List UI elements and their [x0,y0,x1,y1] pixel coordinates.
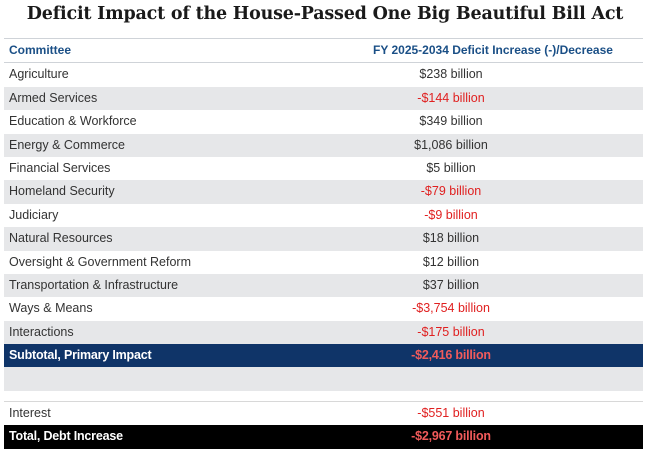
committee-name: Armed Services [9,90,98,105]
committee-name: Financial Services [9,160,111,175]
committee-name: Interactions [9,324,74,339]
committee-name: Homeland Security [9,184,115,199]
deficit-value: -$175 billion [417,324,485,339]
page-title: Deficit Impact of the House-Passed One B… [26,4,624,24]
table-row: Energy & Commerce $1,086 billion [4,133,643,157]
table-row: Ways & Means -$3,754 billion [4,297,643,320]
deficit-value: -$9 billion [424,207,478,222]
table-row: Natural Resources $18 billion [4,227,643,251]
committee-name: Ways & Means [9,301,93,316]
deficit-value: $1,086 billion [414,137,488,152]
header-deficit: FY 2025-2034 Deficit Increase (-)/Decrea… [373,43,613,57]
interest-label: Interest [9,405,51,420]
header-committee: Committee [9,43,72,57]
deficit-value: -$3,754 billion [412,301,490,316]
subtotal-label: Subtotal, Primary Impact [9,348,152,363]
committee-name: Judiciary [9,207,59,222]
subtotal-value: -$2,416 billion [411,348,491,363]
total-row: Total, Debt Increase -$2,967 billion [4,425,643,449]
table-row: Oversight & Government Reform $12 billion [4,251,643,274]
table-row: Interactions -$175 billion [4,320,643,345]
table-row: Agriculture $238 billion [4,63,643,86]
deficit-value: $238 billion [419,67,483,82]
table-row: Transportation & Infrastructure $37 billi… [4,273,643,298]
committee-name: Education & Workforce [9,114,137,129]
table-row: Financial Services $5 billion [4,157,643,180]
total-value: -$2,967 billion [411,429,491,444]
deficit-table: Committee FY 2025-2034 Deficit Increase … [4,38,643,449]
deficit-value: $12 billion [422,254,480,269]
table-header: Committee FY 2025-2034 Deficit Increase … [4,38,643,64]
table-row: Homeland Security -$79 billion [4,180,643,204]
committee-name: Natural Resources [9,231,113,246]
subtotal-row: Subtotal, Primary Impact -$2,416 billion [4,344,643,368]
table-row: Armed Services -$144 billion [4,86,643,111]
committee-name: Transportation & Infrastructure [9,277,179,292]
deficit-value: $18 billion [422,231,480,246]
deficit-value: -$144 billion [417,90,485,105]
interest-row: Interest -$551 billion [4,400,643,425]
deficit-value: $37 billion [422,277,480,292]
spacer-row [4,391,643,401]
total-label: Total, Debt Increase [9,429,123,444]
deficit-value: -$79 billion [420,184,482,199]
committee-name: Oversight & Government Reform [9,254,192,269]
deficit-value: $5 billion [426,160,476,175]
committee-name: Agriculture [9,67,69,82]
blank-row [4,367,643,391]
committee-name: Energy & Commerce [9,137,126,152]
table-row: Education & Workforce $349 billion [4,110,643,133]
interest-value: -$551 billion [417,405,485,420]
table-row: Judiciary -$9 billion [4,204,643,227]
deficit-value: $349 billion [419,114,483,129]
